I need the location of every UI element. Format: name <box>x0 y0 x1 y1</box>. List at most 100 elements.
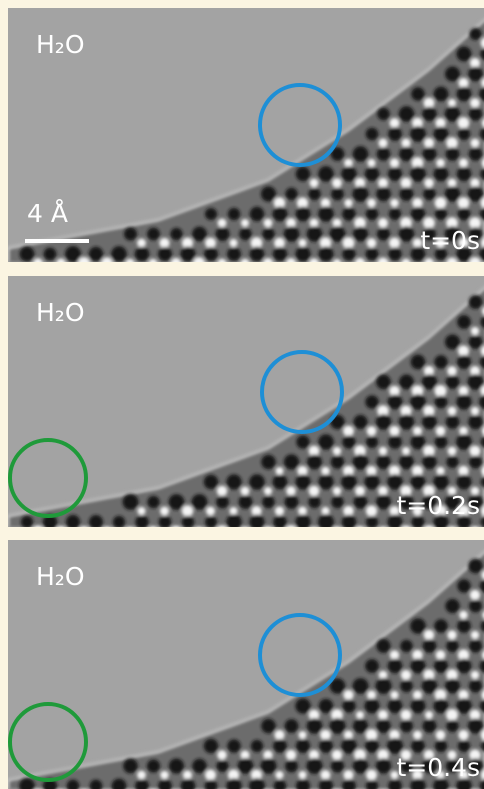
dark-atom <box>433 474 448 489</box>
dark-atom <box>169 494 185 510</box>
dark-atom <box>295 246 310 261</box>
dark-atom <box>377 228 390 241</box>
dark-atom <box>376 455 390 469</box>
bright-atom <box>424 630 435 641</box>
dark-atom <box>410 658 425 673</box>
dark-atom <box>399 147 414 162</box>
dark-atom <box>410 126 426 142</box>
bright-atom <box>229 239 237 247</box>
bright-atom <box>298 239 306 247</box>
dark-atom <box>457 87 472 102</box>
dark-atom <box>377 147 390 160</box>
bright-atom <box>459 427 468 436</box>
bright-atom <box>389 426 399 436</box>
dark-atom <box>469 107 482 120</box>
bright-atom <box>366 770 377 781</box>
dark-atom <box>261 186 276 201</box>
bright-atom <box>425 711 433 719</box>
dark-atom <box>307 454 322 469</box>
dark-atom <box>434 355 447 368</box>
bright-atom <box>389 238 400 249</box>
panel: H₂Ot=0.2s <box>8 276 484 557</box>
bright-atom <box>275 771 283 779</box>
dark-atom <box>226 474 241 489</box>
dark-atom <box>204 739 218 753</box>
dark-atom <box>319 739 333 753</box>
bright-atom <box>390 158 399 167</box>
dark-atom <box>249 514 264 529</box>
dark-atom <box>365 699 380 714</box>
dark-atom <box>147 228 160 241</box>
bright-atom <box>229 507 237 515</box>
bright-atom <box>402 447 410 455</box>
dark-atom <box>21 516 33 528</box>
bright-atom <box>447 630 456 639</box>
bright-atom <box>298 507 307 516</box>
dark-atom <box>216 496 229 509</box>
bright-atom <box>171 526 182 537</box>
dark-atom <box>342 699 355 712</box>
bright-atom <box>378 218 388 228</box>
bright-atom <box>343 690 353 700</box>
bright-atom <box>458 730 468 740</box>
dark-atom <box>135 247 150 262</box>
dark-atom <box>135 515 148 528</box>
bright-atom <box>435 197 447 209</box>
dark-atom <box>422 678 437 693</box>
dark-atom <box>445 106 461 122</box>
dark-atom <box>457 47 472 62</box>
dark-atom <box>366 248 379 261</box>
dark-atom <box>285 188 297 200</box>
dark-atom <box>66 515 80 529</box>
dark-atom <box>273 207 288 222</box>
dark-atom <box>366 436 378 448</box>
bright-atom <box>137 771 146 780</box>
bright-atom <box>310 179 319 188</box>
dark-atom <box>445 599 459 613</box>
bright-atom <box>78 257 90 269</box>
dark-atom <box>377 639 391 653</box>
bright-atom <box>218 219 227 228</box>
dark-atom <box>123 494 139 510</box>
dark-atom <box>192 759 206 773</box>
dark-atom <box>330 226 346 242</box>
dark-atom <box>434 87 449 102</box>
dark-atom <box>388 247 401 260</box>
dark-atom <box>446 415 460 429</box>
dark-atom <box>388 127 402 141</box>
dark-atom <box>65 246 81 262</box>
dark-atom <box>387 474 402 489</box>
dark-atom <box>468 67 483 82</box>
bright-atom <box>470 58 480 68</box>
bright-atom <box>470 446 481 457</box>
dark-atom <box>434 619 448 633</box>
bright-atom <box>309 486 320 497</box>
bright-atom <box>401 178 412 189</box>
dark-atom <box>285 760 298 773</box>
bright-atom <box>378 486 388 496</box>
dark-atom <box>365 395 378 408</box>
dark-atom <box>204 247 218 261</box>
bright-atom <box>446 137 458 149</box>
dark-atom <box>318 166 334 182</box>
dark-atom <box>307 226 323 242</box>
bright-atom <box>333 527 342 536</box>
dark-atom <box>376 495 391 510</box>
bright-atom <box>193 257 205 269</box>
dark-atom <box>366 128 379 141</box>
dark-atom <box>353 186 369 202</box>
bright-atom <box>470 526 479 535</box>
dark-atom <box>318 246 333 261</box>
bright-atom <box>298 771 306 779</box>
dark-atom <box>216 227 230 241</box>
dark-atom <box>411 435 426 450</box>
bright-atom <box>263 526 272 535</box>
bright-atom <box>390 650 400 660</box>
bright-atom <box>470 590 480 600</box>
bright-atom <box>333 447 341 455</box>
bright-atom <box>355 258 365 268</box>
dark-atom <box>261 455 276 470</box>
dark-atom <box>469 456 482 469</box>
dark-atom <box>446 456 458 468</box>
bright-atom <box>286 486 296 496</box>
